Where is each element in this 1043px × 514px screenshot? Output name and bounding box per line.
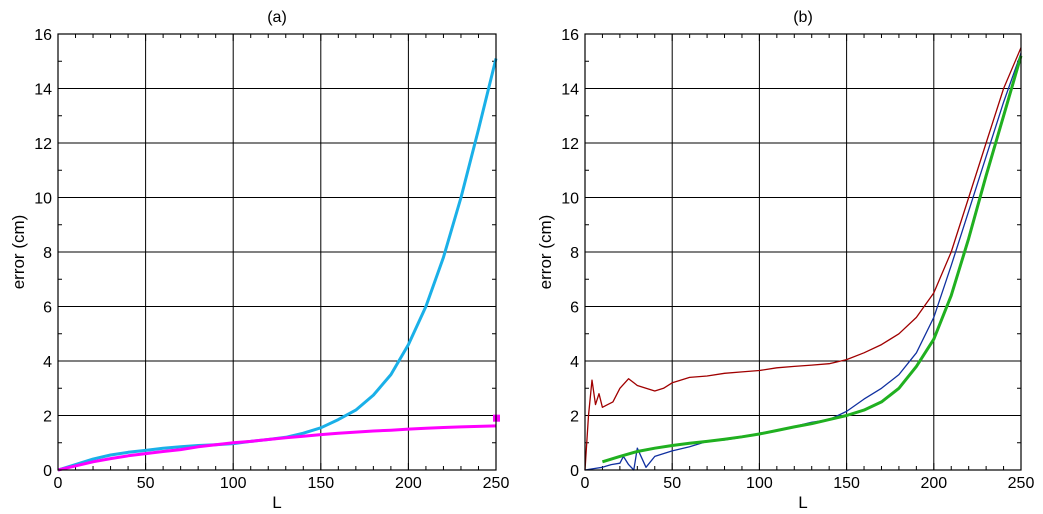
y-tick-label: 12 [34, 136, 52, 153]
x-axis-label: L [798, 493, 807, 512]
series-line-1 [584, 52, 1022, 471]
y-tick-label: 6 [570, 300, 579, 317]
y-tick-label: 0 [43, 463, 52, 480]
y-tick-label: 0 [570, 463, 579, 480]
panel-title: (b) [793, 9, 813, 26]
series-line-2 [601, 55, 1023, 464]
y-tick-label: 2 [43, 409, 52, 426]
x-tick-label: 100 [746, 475, 773, 492]
y-tick-label: 10 [34, 191, 52, 208]
y-tick-label: 14 [561, 82, 579, 99]
y-tick-label: 4 [570, 354, 579, 371]
x-tick-label: 0 [581, 475, 590, 492]
y-tick-label: 16 [561, 27, 579, 44]
x-tick-label: 200 [920, 475, 947, 492]
x-tick-label: 250 [483, 475, 510, 492]
y-tick-label: 8 [43, 245, 52, 262]
y-axis-label: error (cm) [9, 215, 28, 290]
y-axis-label: error (cm) [536, 215, 555, 290]
series-line-0 [584, 47, 1022, 471]
panel-title: (a) [267, 9, 287, 26]
x-axis-label: L [272, 493, 281, 512]
x-tick-label: 0 [54, 475, 63, 492]
y-tick-label: 14 [34, 82, 52, 99]
plot-frame [584, 33, 1022, 471]
series-line-0 [57, 58, 498, 472]
x-tick-label: 150 [833, 475, 860, 492]
x-tick-label: 200 [395, 475, 422, 492]
y-tick-label: 6 [43, 300, 52, 317]
y-tick-label: 8 [570, 245, 579, 262]
y-tick-label: 4 [43, 354, 52, 371]
series-line-1 [57, 424, 497, 472]
plot-frame [57, 33, 497, 471]
x-tick-label: 150 [307, 475, 334, 492]
y-tick-label: 2 [570, 409, 579, 426]
x-tick-label: 250 [1008, 475, 1035, 492]
x-tick-label: 50 [137, 475, 155, 492]
y-tick-label: 10 [561, 191, 579, 208]
y-tick-label: 16 [34, 27, 52, 44]
x-tick-label: 50 [663, 475, 681, 492]
y-tick-label: 12 [561, 136, 579, 153]
x-tick-label: 100 [220, 475, 247, 492]
